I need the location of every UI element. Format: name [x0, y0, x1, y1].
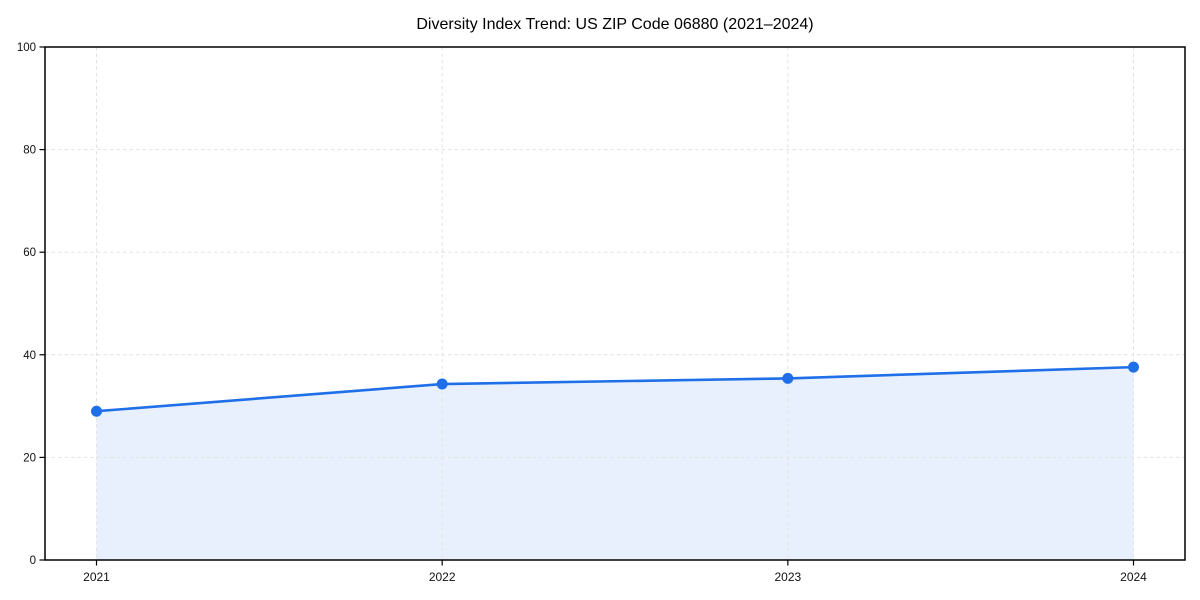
data-point-marker [91, 405, 102, 417]
axes-spines [44, 46, 1186, 561]
plot-area: 0 20 40 60 80 100 2021 2022 2023 2024 [17, 42, 1186, 584]
x-tick-label: 2024 [1120, 570, 1147, 584]
area-fill [96, 367, 1134, 560]
series-line [95, 365, 1135, 413]
y-tick-label: 0 [30, 555, 36, 567]
y-tick-label: 100 [17, 42, 36, 54]
y-tick-label: 20 [23, 452, 36, 464]
data-point-marker [436, 378, 448, 390]
gridlines [45, 46, 1185, 561]
y-tick-label: 80 [23, 145, 36, 157]
y-tick-label: 60 [23, 247, 36, 259]
chart-title: Diversity Index Trend: US ZIP Code 06880… [416, 16, 813, 33]
data-point-marker [782, 372, 794, 384]
y-tick-label: 40 [23, 350, 36, 362]
x-tick-label: 2023 [774, 570, 801, 584]
x-tick-label: 2021 [83, 570, 110, 584]
x-tick-label: 2022 [429, 570, 456, 584]
data-point-marker [1128, 361, 1139, 373]
